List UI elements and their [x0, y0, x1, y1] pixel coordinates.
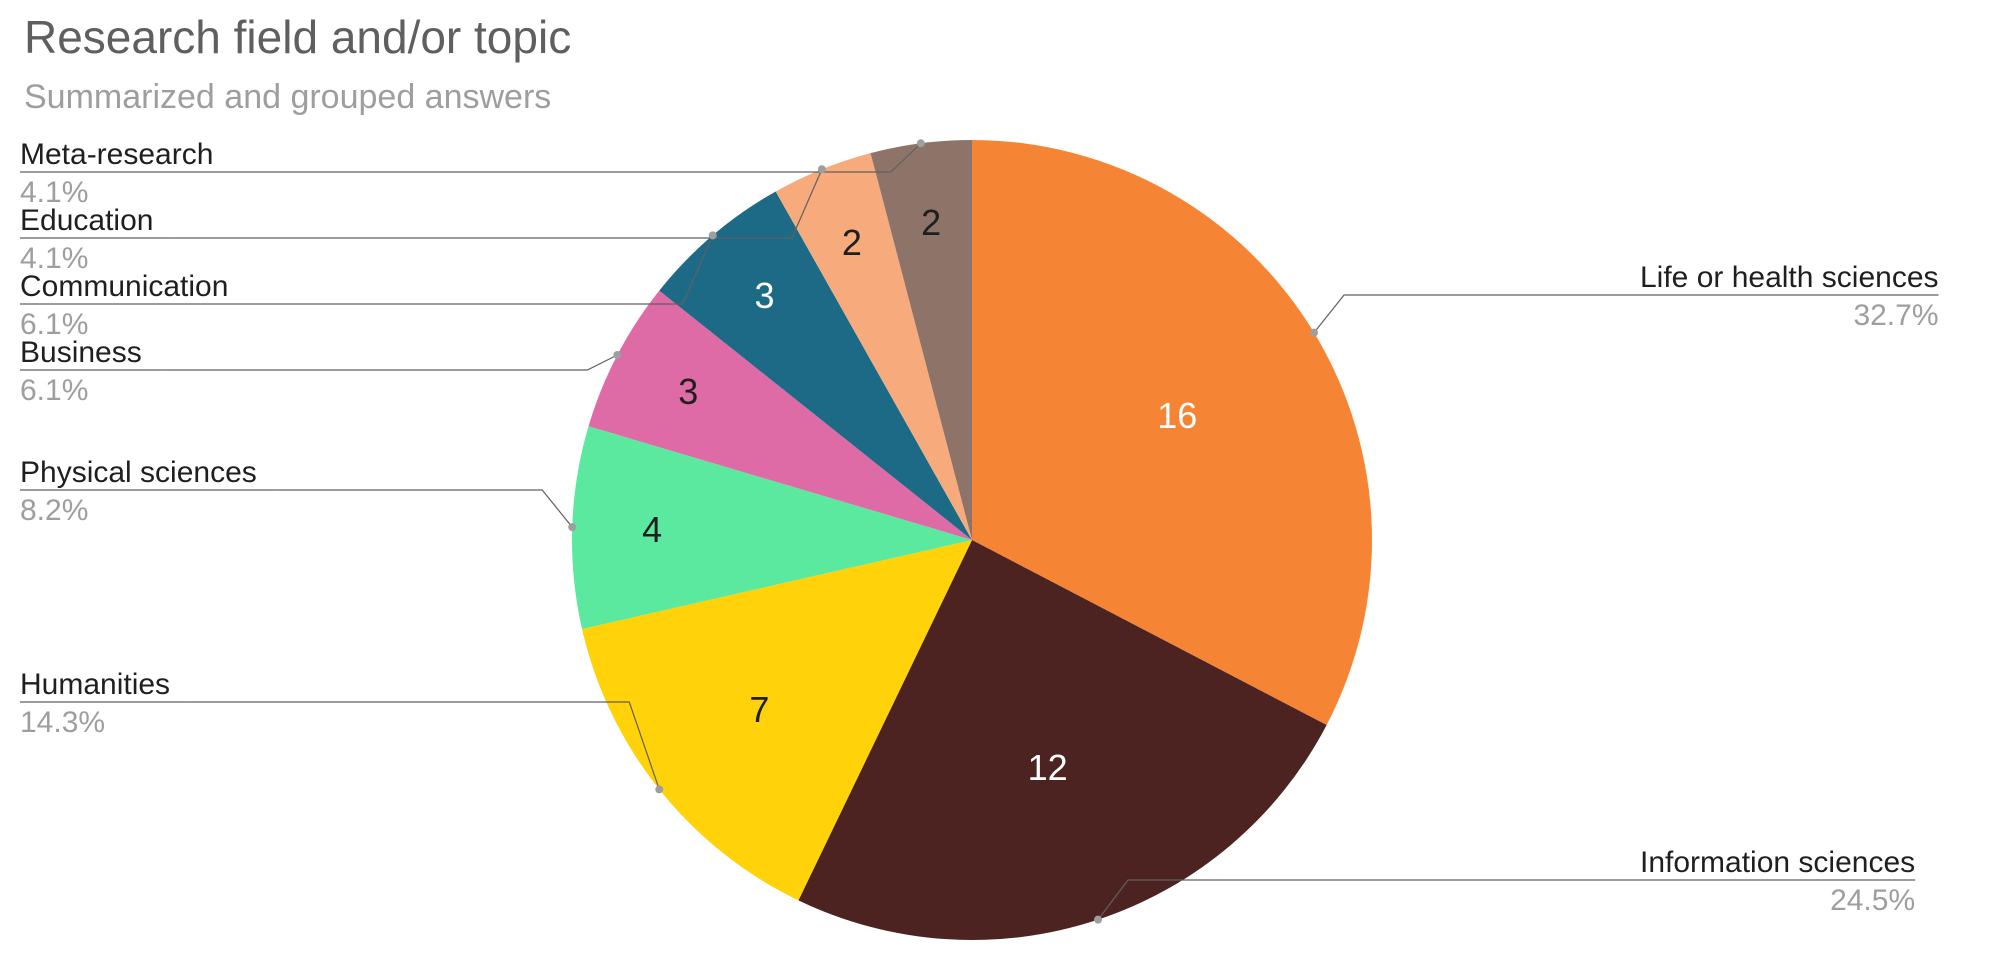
legend-label: Business — [20, 336, 142, 370]
leader-dot — [1094, 916, 1102, 924]
slice-value: 2 — [842, 222, 862, 264]
leader-line — [277, 490, 572, 527]
slice-value: 12 — [1028, 747, 1068, 789]
leader-dot — [917, 139, 925, 147]
legend-label: Education — [20, 204, 153, 238]
leader-line — [1098, 880, 1620, 920]
legend-percent: 14.3% — [20, 706, 105, 740]
legend-label: Meta-research — [20, 138, 213, 172]
legend-label: Physical sciences — [20, 456, 257, 490]
legend-label: Information sciences — [1640, 846, 1915, 880]
legend-percent: 24.5% — [1830, 884, 1915, 918]
slice-value: 4 — [642, 509, 662, 551]
pie-chart — [0, 0, 2012, 953]
legend-label: Humanities — [20, 668, 170, 702]
leader-line — [233, 143, 920, 172]
legend-label: Life or health sciences — [1640, 261, 1939, 295]
leader-dot — [818, 165, 826, 173]
legend-label: Communication — [20, 270, 228, 304]
leader-dot — [613, 351, 621, 359]
legend-percent: 6.1% — [20, 374, 88, 408]
slice-value: 3 — [755, 275, 775, 317]
leader-dot — [568, 523, 576, 531]
leader-dot — [655, 785, 663, 793]
slice-value: 2 — [921, 202, 941, 244]
leader-line — [248, 235, 712, 304]
slice-value: 16 — [1157, 395, 1197, 437]
slice-value: 3 — [678, 371, 698, 413]
leader-line — [1314, 295, 1620, 333]
leader-line — [190, 702, 659, 789]
leader-dot — [1310, 329, 1318, 337]
slice-value: 7 — [749, 689, 769, 731]
legend-percent: 8.2% — [20, 494, 88, 528]
legend-percent: 32.7% — [1853, 299, 1938, 333]
leader-dot — [709, 231, 717, 239]
leader-line — [162, 355, 618, 370]
